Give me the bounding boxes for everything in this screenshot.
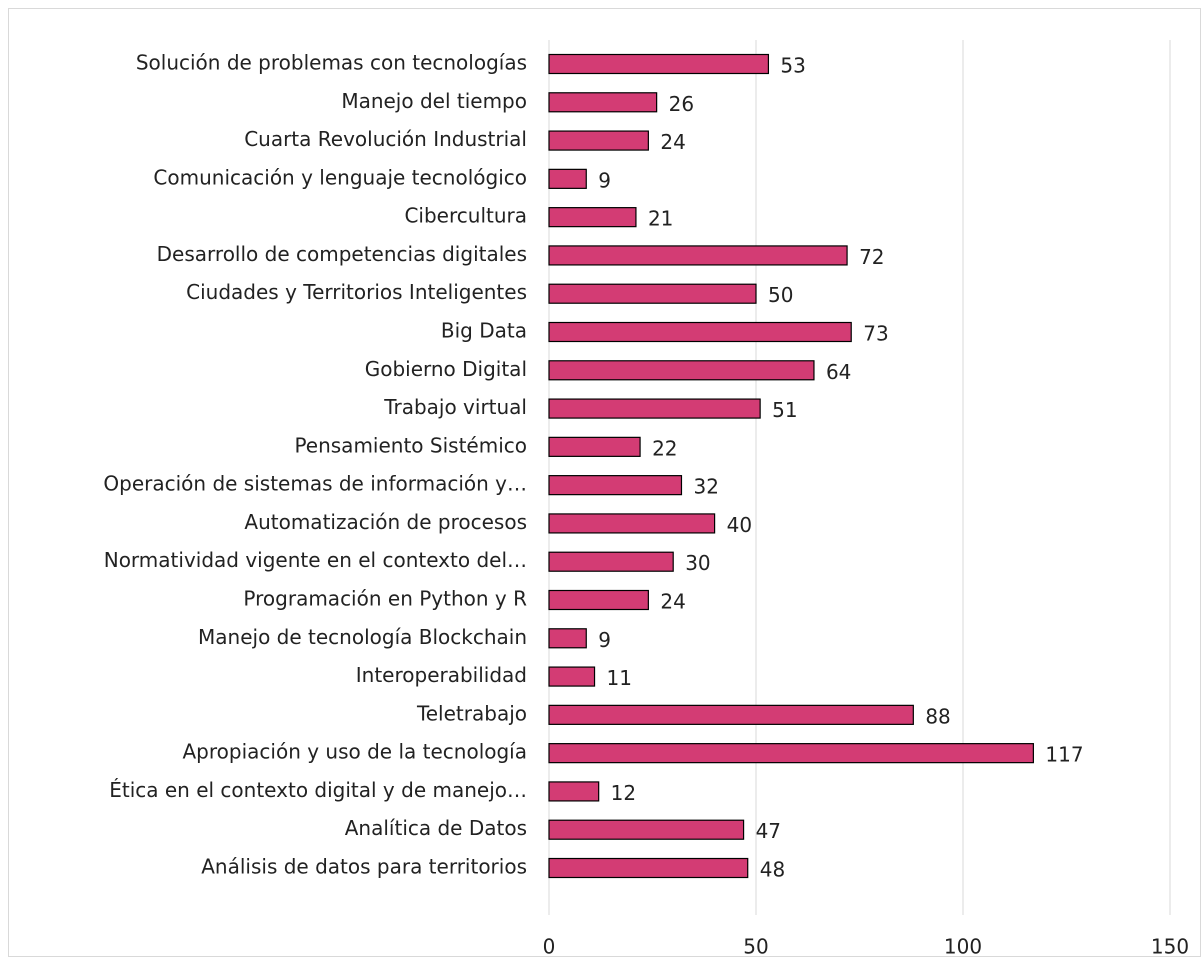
- y-tick-label: Gobierno Digital: [365, 357, 527, 381]
- value-label: 117: [1045, 743, 1083, 767]
- bar: [548, 513, 716, 534]
- bar: [548, 360, 815, 381]
- x-tick-label: 150: [1151, 935, 1189, 958]
- bar: [548, 245, 848, 266]
- y-tick-label: Operación de sistemas de información y…: [103, 472, 527, 496]
- value-label: 53: [780, 54, 805, 78]
- y-tick-label: Teletrabajo: [416, 701, 527, 725]
- y-tick-label: Interoperabilidad: [356, 663, 527, 687]
- value-label: 11: [607, 666, 632, 690]
- bar: [548, 857, 749, 879]
- value-label: 72: [859, 245, 884, 269]
- bar: [548, 819, 745, 840]
- value-label: 48: [760, 858, 785, 882]
- y-tick-label: Cuarta Revolución Industrial: [244, 127, 527, 151]
- bar: [548, 628, 587, 649]
- bar: [548, 207, 637, 228]
- y-tick-label: Ciudades y Territorios Inteligentes: [186, 280, 527, 304]
- x-tick-label: 50: [743, 935, 768, 958]
- y-tick-label: Apropiación y uso de la tecnología: [183, 740, 528, 764]
- value-label: 24: [660, 130, 685, 154]
- bar: [548, 666, 596, 687]
- bar: [548, 551, 674, 572]
- y-tick-label: Big Data: [441, 319, 527, 343]
- x-tick-label: 100: [944, 935, 982, 958]
- value-label: 12: [611, 781, 636, 805]
- x-tick-label: 0: [543, 935, 556, 958]
- y-tick-label: Cibercultura: [404, 204, 527, 228]
- bar: [548, 321, 852, 343]
- y-tick-label: Desarrollo de competencias digitales: [157, 242, 527, 266]
- y-tick-label: Manejo del tiempo: [341, 89, 527, 113]
- value-label: 50: [768, 283, 793, 307]
- bar: [548, 743, 1034, 764]
- bar: [548, 436, 641, 457]
- bar: [548, 130, 649, 151]
- value-label: 9: [598, 168, 611, 192]
- value-label: 88: [925, 704, 950, 728]
- value-label: 64: [826, 360, 851, 384]
- bar: [548, 781, 600, 802]
- y-tick-label: Analítica de Datos: [345, 816, 527, 840]
- value-label: 30: [685, 551, 710, 575]
- y-tick-label: Pensamiento Sistémico: [294, 433, 527, 457]
- value-label: 21: [648, 207, 673, 231]
- y-tick-label: Análisis de datos para territorios: [201, 855, 527, 879]
- bar: [548, 92, 658, 113]
- y-tick-label: Manejo de tecnología Blockchain: [198, 625, 527, 649]
- bar: [548, 398, 761, 419]
- y-tick-label: Solución de problemas con tecnologías: [136, 51, 527, 75]
- y-tick-label: Ética en el contexto digital y de manejo…: [109, 778, 527, 802]
- bar: [548, 475, 683, 496]
- value-label: 73: [863, 322, 888, 346]
- value-label: 40: [727, 513, 752, 537]
- y-tick-label: Comunicación y lenguaje tecnológico: [153, 165, 527, 189]
- y-tick-label: Trabajo virtual: [383, 395, 527, 419]
- bar: [548, 168, 587, 189]
- value-label: 51: [772, 398, 797, 422]
- y-tick-label: Automatización de procesos: [244, 510, 527, 534]
- value-label: 9: [598, 628, 611, 652]
- value-label: 26: [669, 92, 694, 116]
- y-tick-label: Normatividad vigente en el contexto del…: [104, 548, 527, 572]
- value-label: 32: [693, 475, 718, 499]
- y-tick-label: Programación en Python y R: [243, 587, 527, 611]
- bar: [548, 704, 914, 725]
- value-label: 22: [652, 436, 677, 460]
- bar: [548, 589, 649, 611]
- bar: [548, 53, 770, 75]
- value-label: 24: [660, 590, 685, 614]
- bar: [548, 283, 757, 304]
- value-label: 47: [756, 819, 781, 843]
